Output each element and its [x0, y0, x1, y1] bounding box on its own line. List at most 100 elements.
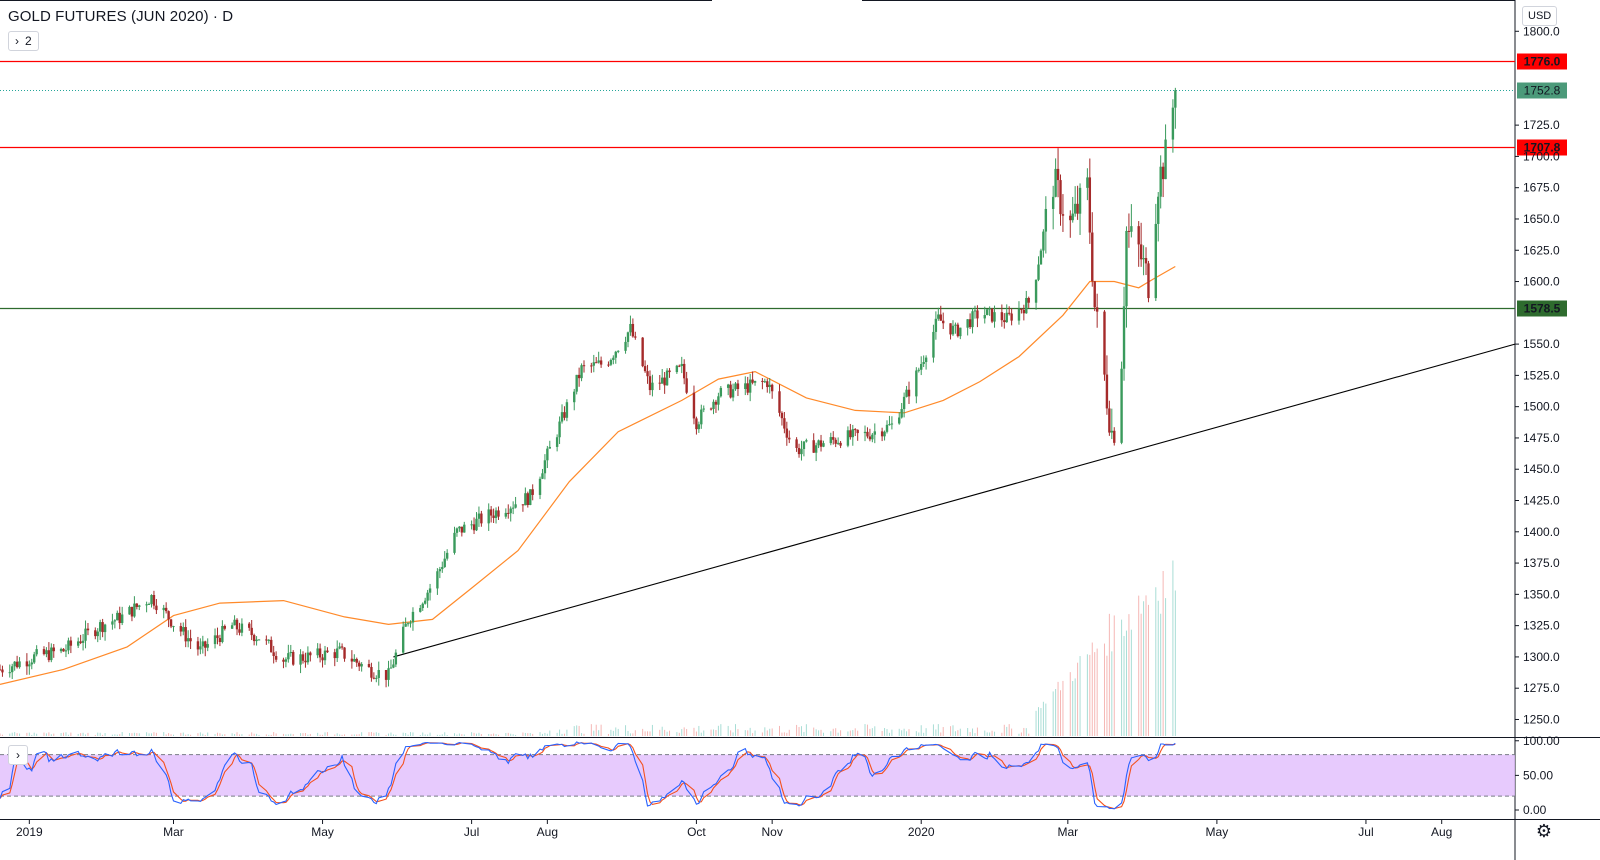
- x-tick-label: Aug: [1431, 825, 1452, 839]
- stochastic-k-line: [0, 741, 1176, 810]
- candle-body: [746, 383, 749, 393]
- candle-body: [592, 362, 595, 366]
- candle-body: [152, 594, 156, 606]
- candle-body: [419, 608, 422, 612]
- candle-body: [353, 658, 356, 662]
- candle-body: [421, 603, 424, 609]
- candle-body: [79, 641, 82, 643]
- candle-body: [1037, 264, 1040, 280]
- candle-body: [96, 631, 99, 637]
- candle-body: [287, 653, 290, 660]
- candle-body: [1171, 107, 1175, 140]
- candle-body: [221, 625, 224, 642]
- candle-body: [103, 624, 107, 633]
- candle-body: [731, 389, 735, 398]
- candle-body: [167, 611, 170, 620]
- candle-body: [1007, 312, 1011, 314]
- candle-body: [924, 357, 928, 363]
- candle-body: [959, 327, 962, 337]
- candle-body: [284, 659, 288, 662]
- candle-body: [475, 518, 478, 531]
- y-tick-label: 1350.0: [1523, 587, 1560, 601]
- candle-body: [8, 672, 11, 674]
- candle-body: [155, 605, 158, 611]
- candle-body: [766, 381, 769, 388]
- candle-body: [538, 478, 542, 495]
- candle-body: [614, 351, 617, 358]
- candle-body: [797, 447, 801, 455]
- candle-body: [973, 310, 977, 312]
- candle-body: [189, 638, 192, 642]
- candle-body: [509, 508, 512, 514]
- x-tick-label: Nov: [761, 825, 782, 839]
- candle-body: [1120, 368, 1123, 443]
- candle-body: [805, 440, 808, 442]
- candle-body: [230, 625, 234, 629]
- candle-body: [201, 641, 205, 647]
- candle-body: [580, 365, 583, 379]
- candle-body: [626, 332, 630, 342]
- candle-body: [599, 360, 603, 365]
- candle-body: [401, 626, 405, 653]
- candle-body: [971, 311, 974, 328]
- candle-body: [292, 651, 295, 665]
- indicator-count: 2: [25, 34, 32, 48]
- candle-body: [238, 629, 241, 633]
- candle-body: [42, 649, 46, 655]
- candle-body: [98, 622, 102, 632]
- candle-body: [814, 445, 818, 453]
- y-tick-label: 1450.0: [1523, 462, 1560, 476]
- candle-body: [199, 646, 202, 650]
- candle-body: [387, 668, 390, 680]
- candle-body: [920, 363, 923, 370]
- candle-body: [50, 647, 53, 661]
- candle-body: [1071, 213, 1074, 221]
- collapse-indicators-button[interactable]: › 2: [8, 31, 39, 51]
- candle-body: [1059, 180, 1062, 215]
- last-price-box: [1517, 82, 1567, 99]
- candle-body: [267, 639, 270, 641]
- gear-icon[interactable]: ⚙: [1535, 821, 1553, 841]
- price-label-box: [1517, 53, 1567, 70]
- candle-body: [634, 336, 637, 338]
- currency-button[interactable]: USD: [1522, 6, 1558, 26]
- candle-body: [15, 661, 19, 668]
- candle-body: [489, 509, 493, 516]
- trend-line[interactable]: [393, 343, 1516, 658]
- candle-body: [898, 417, 901, 424]
- candle-body: [658, 382, 661, 384]
- candle-body: [355, 658, 358, 663]
- candle-body: [834, 439, 837, 444]
- candle-body: [890, 423, 894, 425]
- candle-body: [836, 442, 840, 444]
- x-tick-label: Mar: [1057, 825, 1078, 839]
- candle-body: [116, 612, 119, 621]
- candle-body: [445, 552, 449, 559]
- x-tick-label: Mar: [163, 825, 184, 839]
- collapse-pane-button[interactable]: ›: [8, 745, 28, 765]
- candle-body: [812, 440, 815, 453]
- candle-body: [761, 380, 764, 382]
- candle-body: [729, 384, 732, 398]
- x-tick-label: 2020: [908, 825, 935, 839]
- candle-body: [863, 431, 867, 434]
- candle-body: [463, 524, 466, 533]
- candle-body: [577, 374, 581, 379]
- candle-body: [1003, 320, 1006, 323]
- candle-body: [976, 310, 979, 319]
- candle-body: [147, 603, 151, 605]
- candle-body: [590, 365, 593, 367]
- candle-body: [1025, 297, 1028, 314]
- candle-body: [1044, 208, 1048, 232]
- candle-body: [235, 619, 239, 630]
- candle-body: [934, 318, 938, 332]
- candle-body: [1127, 230, 1131, 232]
- candle-body: [113, 620, 117, 622]
- candle-body: [18, 661, 21, 668]
- candle-body: [45, 650, 48, 655]
- x-tick-label: May: [1206, 825, 1229, 839]
- candle-body: [968, 319, 972, 328]
- candle-body: [712, 401, 715, 409]
- candle-body: [661, 377, 664, 384]
